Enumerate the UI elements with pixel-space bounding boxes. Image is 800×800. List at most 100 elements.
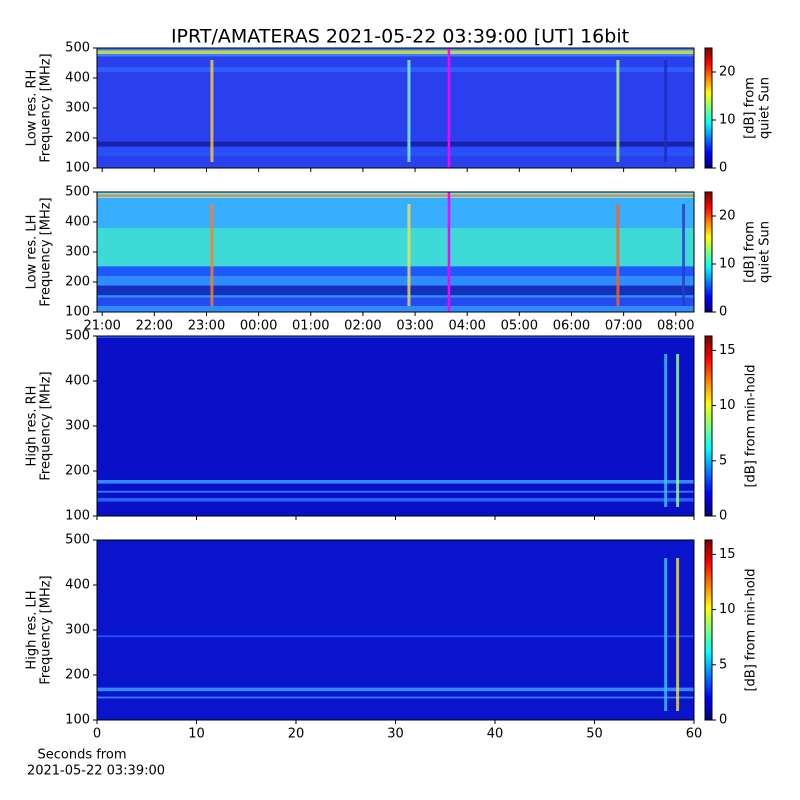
colorbar-tick-label: 15: [719, 547, 736, 562]
y-tick-label: 200: [65, 464, 90, 479]
colorbar: [704, 335, 713, 517]
x-tick-label: 04:00: [448, 319, 485, 334]
y-tick-label: 300: [65, 101, 90, 116]
heatmap-band: [97, 336, 694, 338]
y-tick-label: 200: [65, 275, 90, 290]
x-tick-label: 00:00: [240, 319, 277, 334]
colorbar-label: [dB] from min-hold: [744, 568, 759, 691]
heatmap-band: [97, 194, 694, 197]
colorbar-tick-label: 10: [719, 398, 736, 413]
x-tick-label: 05:00: [501, 319, 538, 334]
heatmap-band: [97, 480, 694, 484]
heatmap-burst: [616, 60, 620, 162]
x-tick-label: 06:00: [553, 319, 590, 334]
y-axis-label: Frequency [MHz]: [39, 371, 54, 480]
x-tick-label: 60: [686, 727, 703, 742]
colorbar-tick-label: 0: [719, 161, 727, 176]
colorbar-label: [dB] from: [743, 221, 758, 283]
colorbar-tick-label: 0: [719, 713, 727, 728]
y-tick-label: 300: [65, 245, 90, 260]
y-axis-label: Frequency [MHz]: [39, 53, 54, 162]
colorbar-label: [dB] from: [743, 77, 758, 139]
colorbar-tick-label: 5: [719, 657, 727, 672]
heatmap-band: [97, 228, 694, 267]
colorbar-tick-label: 10: [719, 113, 736, 128]
heatmap-band: [97, 141, 694, 147]
heatmap-band: [97, 285, 694, 296]
figure-title: IPRT/AMATERAS 2021-05-22 03:39:00 [UT] 1…: [171, 26, 629, 48]
heatmap-band: [97, 198, 694, 228]
y-tick-label: 200: [65, 131, 90, 146]
y-tick-label: 100: [65, 161, 90, 176]
y-tick-label: 400: [65, 71, 90, 86]
heatmap-background: [97, 336, 694, 516]
heatmap-band: [97, 696, 694, 699]
x-tick-label: 02:00: [344, 319, 381, 334]
colorbar-tick-label: 10: [719, 602, 736, 617]
y-tick-label: 500: [65, 185, 90, 200]
heatmap-band: [97, 635, 694, 638]
x-tick-label: 30: [387, 727, 404, 742]
heatmap-burst: [682, 204, 686, 306]
heatmap-band: [97, 67, 694, 72]
colorbar-tick-label: 0: [719, 509, 727, 524]
heatmap-band: [97, 50, 694, 54]
x-tick-label: 50: [586, 727, 603, 742]
heatmap-band: [97, 266, 694, 276]
heatmap-burst: [676, 354, 680, 507]
colorbar-label: quiet Sun: [758, 221, 773, 283]
y-tick-label: 400: [65, 215, 90, 230]
x-tick-label: 03:00: [396, 319, 433, 334]
x-tick-label: 07:00: [605, 319, 642, 334]
y-tick-label: 500: [65, 329, 90, 344]
y-axis-label: Low res. RH: [25, 70, 40, 147]
heatmap-background: [97, 540, 694, 720]
x-tick-label: 21:00: [83, 319, 120, 334]
heatmap-burst: [616, 204, 620, 306]
heatmap-band: [97, 297, 694, 306]
colorbar-tick-label: 0: [719, 305, 727, 320]
heatmap-burst: [407, 60, 411, 162]
y-axis-label: Frequency [MHz]: [39, 575, 54, 684]
heatmap-burst: [664, 60, 668, 162]
colorbar-label: quiet Sun: [758, 77, 773, 139]
colorbar-tick-label: 10: [719, 257, 736, 272]
heatmap-burst: [664, 558, 668, 711]
heatmap-burst: [210, 60, 214, 162]
y-axis-label: Low res. LH: [25, 215, 40, 290]
heatmap-burst: [210, 204, 214, 306]
x-axis-label: 2021-05-22 03:39:00: [27, 764, 165, 779]
y-axis-label: High res. RH: [25, 386, 40, 467]
colorbar: [704, 191, 713, 313]
y-tick-label: 100: [65, 305, 90, 320]
heatmap-burst: [407, 204, 411, 306]
y-tick-label: 500: [65, 533, 90, 548]
x-tick-label: 01:00: [292, 319, 329, 334]
y-tick-label: 100: [65, 509, 90, 524]
x-tick-label: 0: [93, 727, 101, 742]
y-tick-label: 300: [65, 623, 90, 638]
y-axis-label: Frequency [MHz]: [39, 197, 54, 306]
colorbar-tick-label: 5: [719, 453, 727, 468]
colorbar-label: [dB] from min-hold: [744, 364, 759, 487]
heatmap-band: [97, 498, 694, 502]
x-tick-label: 08:00: [657, 319, 694, 334]
colorbar: [704, 47, 713, 169]
x-tick-label: 23:00: [188, 319, 225, 334]
colorbar: [704, 539, 713, 721]
colorbar-tick-label: 20: [719, 65, 736, 80]
x-tick-label: 20: [288, 727, 305, 742]
y-axis-label: High res. LH: [25, 590, 40, 669]
heatmap-band: [97, 490, 694, 493]
heatmap-band: [97, 147, 694, 156]
x-tick-label: 40: [487, 727, 504, 742]
y-tick-label: 400: [65, 578, 90, 593]
heatmap-band: [97, 687, 694, 692]
colorbar-tick-label: 15: [719, 343, 736, 358]
heatmap-burst: [676, 558, 680, 711]
x-tick-label: 10: [188, 727, 205, 742]
y-tick-label: 400: [65, 374, 90, 389]
colorbar-tick-label: 20: [719, 209, 736, 224]
y-tick-label: 100: [65, 713, 90, 728]
